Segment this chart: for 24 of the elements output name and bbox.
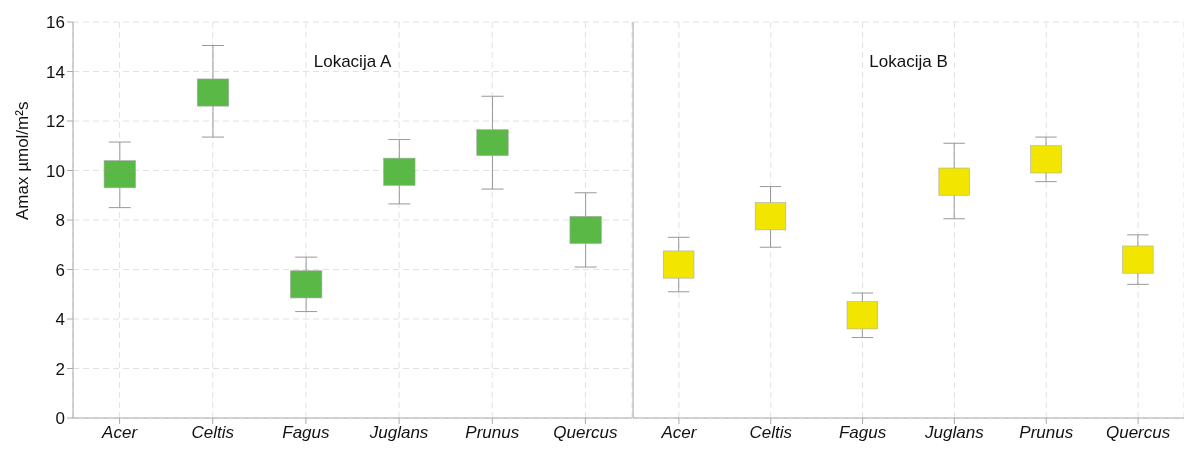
x-tick-label: Acer: [101, 423, 139, 443]
x-tick-label: Quercus: [1105, 423, 1171, 443]
y-tick-label: 8: [55, 211, 65, 231]
x-tick-label: Prunus: [1019, 423, 1074, 443]
x-tick-label: Celtis: [191, 423, 235, 443]
y-tick-label: 2: [55, 359, 65, 379]
y-tick-label: 0: [55, 409, 65, 429]
x-tick-label: Fagus: [282, 423, 331, 443]
y-tick-label: 4: [55, 310, 65, 330]
x-tick-label: Celtis: [749, 423, 793, 443]
y-tick-label: 12: [46, 112, 65, 132]
x-tick-label: Juglans: [924, 423, 985, 443]
x-tick-label: Prunus: [465, 423, 520, 443]
y-axis-title: Amax µmol/m²s: [13, 101, 33, 220]
y-tick-label: 10: [46, 161, 65, 181]
y-tick-label: 14: [46, 62, 65, 82]
x-tick-label: Juglans: [368, 423, 429, 443]
text: Lokacija B: [868, 52, 949, 72]
x-tick-label: Acer: [660, 423, 698, 443]
x-tick-label: Fagus: [838, 423, 887, 443]
y-tick-label: 6: [55, 260, 65, 280]
text: Lokacija A: [312, 52, 393, 72]
x-tick-label: Quercus: [553, 423, 619, 443]
y-tick-label: 16: [46, 13, 65, 33]
